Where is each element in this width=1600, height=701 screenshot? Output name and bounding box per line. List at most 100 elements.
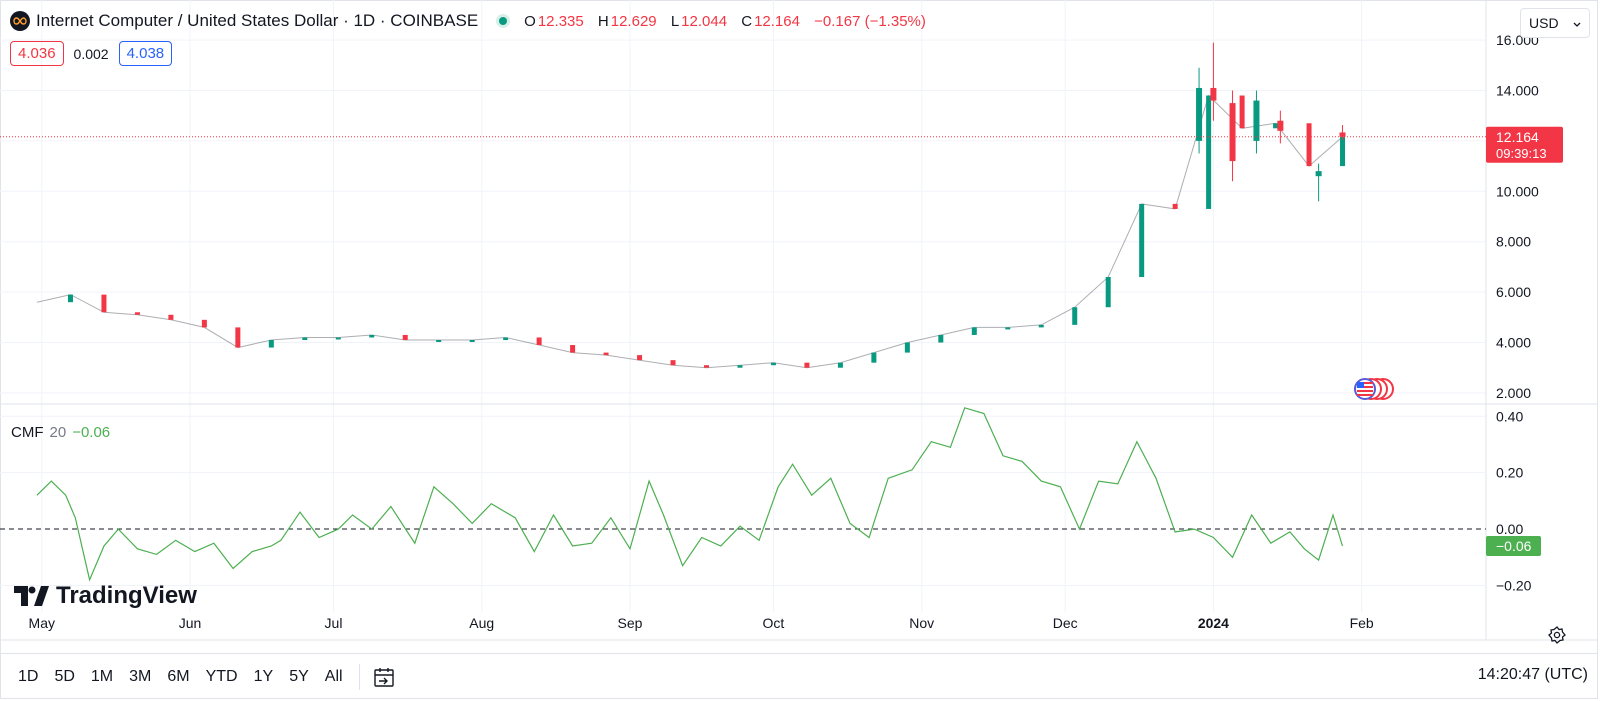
weekly-candle[interactable] (503, 337, 509, 340)
x-tick-label: Jul (325, 615, 343, 631)
high-value: 12.629 (610, 12, 657, 30)
weekly-candle[interactable] (302, 337, 308, 340)
x-tick-label: Dec (1053, 615, 1078, 631)
range-all[interactable]: All (324, 667, 343, 685)
candle-body[interactable] (1210, 87, 1217, 101)
weekly-candle[interactable] (235, 327, 241, 348)
weekly-candle[interactable] (436, 339, 442, 342)
weekly-candle[interactable] (971, 327, 977, 335)
high-key: H (597, 12, 609, 30)
x-tick-label: Feb (1350, 615, 1374, 631)
range-3m[interactable]: 3M (129, 667, 152, 685)
weekly-candle[interactable] (1273, 123, 1279, 129)
market-status-icon[interactable] (496, 14, 511, 28)
weekly-candle[interactable] (67, 294, 73, 303)
weekly-candle[interactable] (101, 294, 107, 313)
quote-boxes: 4.036 0.002 4.038 (10, 41, 173, 66)
y-tick-label: 10.000 (1496, 183, 1539, 199)
range-1d[interactable]: 1D (18, 667, 39, 685)
range-5d[interactable]: 5D (54, 667, 75, 685)
y-tick-label: 8.000 (1496, 234, 1531, 250)
price-path (36, 94, 1343, 369)
weekly-candle[interactable] (770, 362, 776, 366)
candle-body[interactable] (1315, 171, 1322, 177)
weekly-candle[interactable] (402, 334, 408, 340)
weekly-candle[interactable] (1340, 136, 1346, 167)
flag-stripe (1357, 390, 1373, 392)
weekly-candle[interactable] (871, 352, 877, 363)
weekly-candle[interactable] (134, 312, 140, 315)
symbol-title[interactable]: Internet Computer / United States Dollar… (36, 11, 479, 30)
low-key: L (670, 12, 680, 30)
cmf-value: −0.06 (72, 424, 111, 441)
weekly-candle[interactable] (904, 342, 910, 353)
weekly-candle[interactable] (1206, 95, 1212, 209)
weekly-candle[interactable] (469, 339, 475, 342)
weekly-candle[interactable] (704, 365, 709, 368)
weekly-candle[interactable] (335, 337, 341, 340)
weekly-candle[interactable] (1105, 276, 1111, 308)
toolbar-divider (358, 663, 360, 690)
weekly-candle[interactable] (268, 339, 274, 348)
range-1m[interactable]: 1M (90, 667, 114, 685)
weekly-candle[interactable] (1038, 324, 1044, 328)
weekly-candle[interactable] (737, 365, 743, 368)
weekly-candle[interactable] (570, 345, 576, 353)
open-value: 12.335 (537, 12, 584, 30)
weekly-candle[interactable] (938, 334, 944, 343)
buy-price-button[interactable]: 4.038 (118, 41, 173, 66)
weekly-candle[interactable] (1139, 203, 1145, 277)
candle-body[interactable] (1253, 100, 1260, 141)
candle-body[interactable] (1229, 103, 1236, 162)
price-tag-countdown: 09:39:13 (1496, 146, 1547, 161)
range-6m[interactable]: 6M (167, 667, 190, 685)
range-ytd[interactable]: YTD (205, 667, 238, 685)
go-to-date-icon[interactable] (372, 665, 396, 689)
range-1y[interactable]: 1Y (253, 667, 274, 685)
weekly-candle[interactable] (168, 314, 174, 320)
price-tag-value: 12.164 (1496, 129, 1539, 145)
gear-icon[interactable] (1548, 626, 1566, 649)
weekly-candle[interactable] (201, 319, 207, 328)
utc-clock[interactable]: 14:20:47 (UTC) (1477, 666, 1588, 683)
cmf-tick-label: 0.40 (1496, 408, 1523, 424)
flag-stripe (1357, 394, 1373, 396)
y-tick-label: 14.000 (1496, 82, 1539, 98)
change-value: −0.167 (−1.35%) (814, 12, 926, 30)
weekly-candle[interactable] (804, 362, 810, 368)
weekly-candle[interactable] (369, 334, 375, 338)
weekly-candle[interactable] (637, 355, 643, 361)
symbol-header[interactable]: Internet Computer / United States Dollar… (10, 10, 936, 32)
candle-body[interactable] (1196, 87, 1203, 141)
bottom-toolbar: 1D 5D 1M 3M 6M YTD 1Y 5Y All 14:20:47 (U… (0, 653, 1598, 699)
x-tick-label: Nov (909, 615, 934, 631)
weekly-candle[interactable] (1172, 203, 1178, 209)
sell-price-button[interactable]: 4.036 (10, 41, 64, 66)
weekly-candle[interactable] (1072, 307, 1078, 325)
currency-select[interactable]: USD (1520, 8, 1590, 38)
cmf-line[interactable] (36, 407, 1344, 582)
candle-body[interactable] (1277, 120, 1284, 131)
spread-value: 0.002 (73, 45, 109, 62)
cmf-value-tag[interactable] (1486, 535, 1541, 556)
candle-body[interactable] (1339, 132, 1346, 137)
weekly-candle[interactable] (670, 360, 676, 366)
weekly-candle[interactable] (1005, 327, 1011, 330)
price-tag[interactable] (1486, 126, 1563, 163)
weekly-candle[interactable] (603, 352, 609, 356)
close-key: C (741, 12, 753, 30)
weekly-candle[interactable] (1239, 95, 1245, 129)
range-5y[interactable]: 5Y (289, 667, 309, 685)
flag-stripe (1357, 382, 1373, 384)
cmf-legend[interactable]: CMF 20 −0.06 (11, 424, 110, 441)
cmf-tick-label: 0.00 (1496, 521, 1523, 537)
x-tick-label: Jun (179, 615, 202, 631)
weekly-candle[interactable] (1306, 123, 1312, 167)
infinity-logo-icon (10, 11, 30, 31)
weekly-candle[interactable] (837, 362, 843, 368)
tradingview-logo-icon (14, 586, 49, 606)
weekly-candle[interactable] (536, 337, 542, 346)
tradingview-watermark[interactable]: TradingView (14, 582, 197, 610)
chevron-down-icon (1573, 15, 1581, 31)
